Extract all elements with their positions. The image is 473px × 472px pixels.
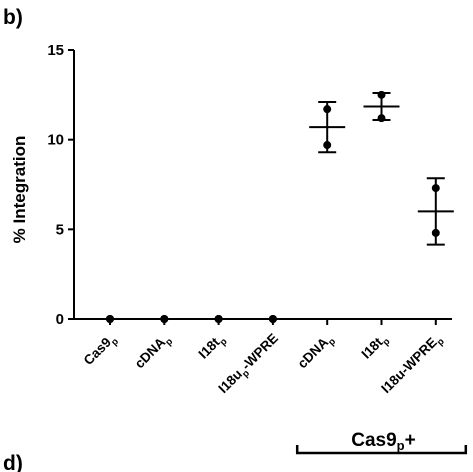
- y-axis-label: % Integration: [10, 136, 29, 244]
- next-panel-label: d): [3, 452, 23, 472]
- x-tick-label: cDNAp: [132, 330, 176, 374]
- data-point: [377, 114, 386, 123]
- y-tick-label: 10: [47, 132, 64, 149]
- group-bracket: [295, 445, 468, 455]
- data-point: [431, 228, 440, 237]
- x-tick-label: I18tp: [196, 330, 230, 364]
- x-tick-label: cDNAp: [295, 330, 339, 374]
- y-tick-label: 5: [56, 221, 64, 238]
- y-tick-label: 15: [47, 42, 64, 59]
- data-point: [268, 315, 277, 323]
- panel-label: b): [3, 6, 23, 29]
- x-tick-label: Cas9p: [81, 330, 122, 371]
- data-point: [323, 141, 332, 150]
- data-point: [160, 315, 169, 323]
- y-tick-label: 0: [56, 311, 64, 328]
- x-tick-label: I18tp: [358, 330, 392, 364]
- data-point: [377, 90, 386, 99]
- group-label: Cas9p+: [351, 430, 415, 453]
- data-point: [106, 315, 114, 323]
- data-point: [431, 184, 440, 193]
- data-point: [214, 315, 223, 323]
- data-point: [323, 105, 332, 114]
